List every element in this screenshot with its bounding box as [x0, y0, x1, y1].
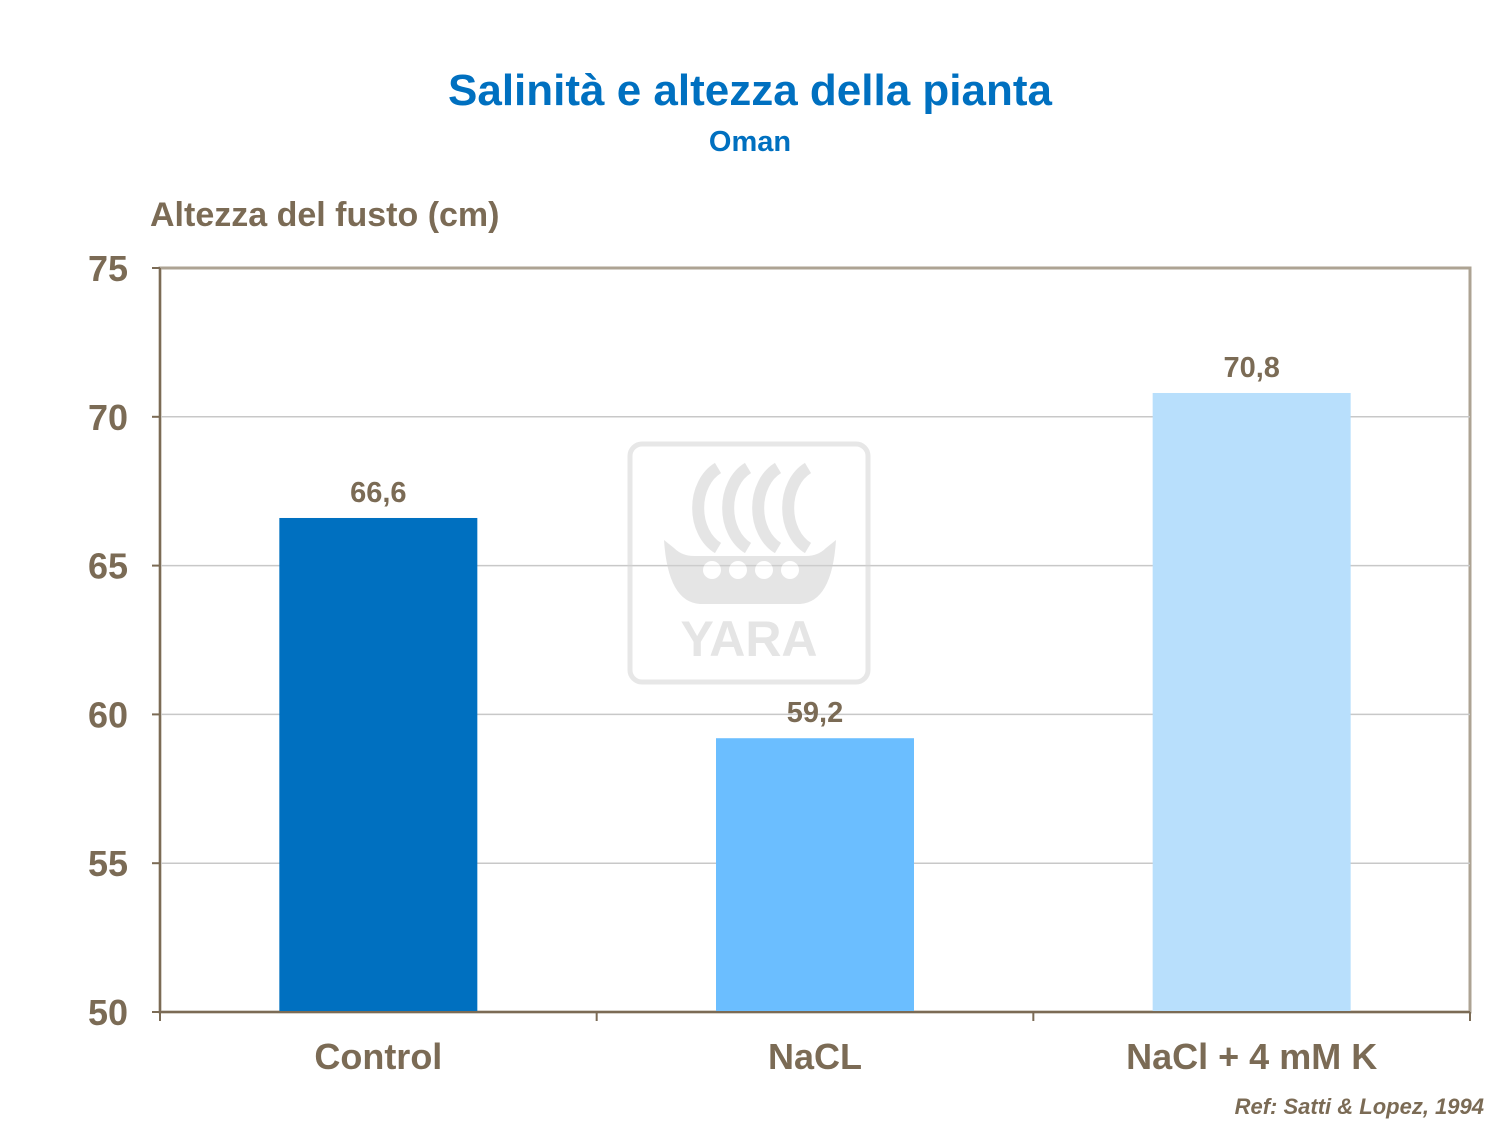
data-labels: 66,6 59,2 70,8 — [350, 352, 1280, 729]
y-axis-label: Altezza del fusto (cm) — [150, 196, 500, 234]
watermark-frame — [627, 441, 871, 685]
y-tick-label: 60 — [88, 694, 128, 735]
bar-1 — [716, 738, 914, 1012]
value-label-0: 66,6 — [350, 477, 406, 509]
y-tick-label: 70 — [88, 397, 128, 438]
bar-0 — [279, 517, 478, 1012]
x-tick-labels: Control NaCL NaCl + 4 mM K — [314, 1036, 1377, 1077]
chart-title: Salinità e altezza della pianta — [448, 66, 1052, 115]
x-tick-label-2: NaCl + 4 mM K — [1126, 1036, 1377, 1077]
x-tick-label-1: NaCL — [768, 1036, 862, 1077]
bar-2 — [1152, 392, 1351, 1012]
ship-hull-icon — [664, 540, 836, 604]
y-tick-label: 65 — [88, 546, 128, 587]
y-tick-labels: 50 55 60 65 70 75 — [88, 248, 128, 1033]
chart-subtitle: Oman — [708, 126, 792, 158]
x-tick-label-0: Control — [314, 1036, 442, 1077]
y-tick-label: 75 — [88, 248, 128, 289]
y-tick-label: 50 — [88, 992, 128, 1033]
yara-viking-ship-icon — [692, 462, 812, 554]
reference-note: Ref: Satti & Lopez, 1994 — [1234, 1094, 1484, 1119]
bars — [279, 392, 1351, 1012]
watermark: YARA — [627, 441, 871, 685]
value-label-1: 59,2 — [787, 697, 843, 729]
axes — [152, 267, 1471, 1021]
watermark-text: YARA — [680, 611, 817, 667]
value-label-2: 70,8 — [1223, 352, 1279, 384]
y-tick-label: 55 — [88, 843, 128, 884]
